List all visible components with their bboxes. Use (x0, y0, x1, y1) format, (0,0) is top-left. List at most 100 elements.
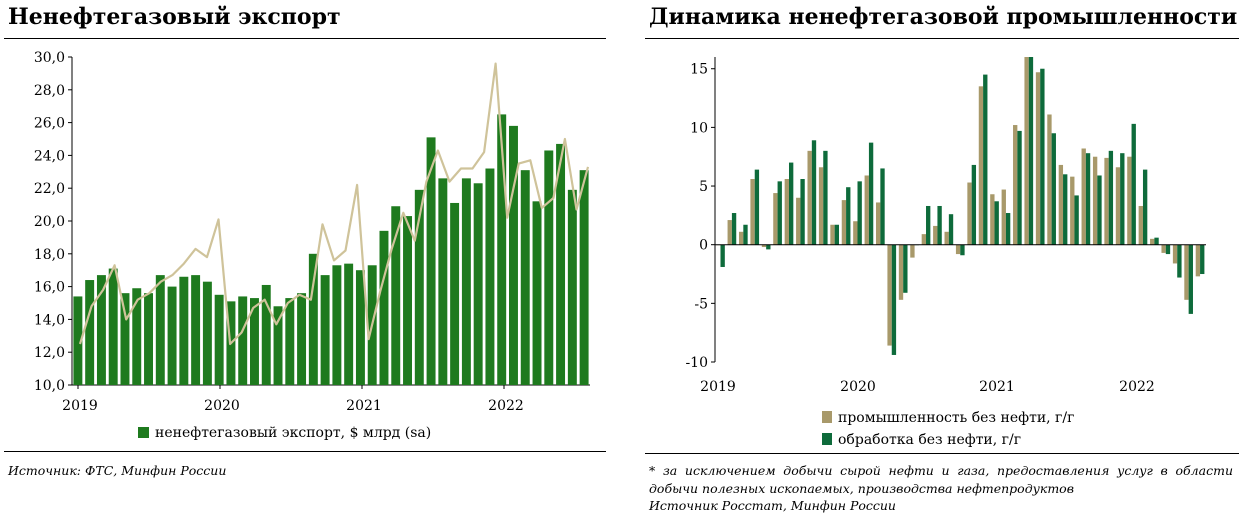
right-bar-manufacturing (800, 179, 805, 245)
left-chart: 10,0 12,0 14,0 16,0 18,0 20,0 22,0 24,0 26,0 28,0… (34, 50, 590, 441)
right-bar-manufacturing (1142, 169, 1148, 245)
right-bar-industry (738, 231, 744, 245)
right-bar-manufacturing (1085, 153, 1091, 245)
left-bar (308, 253, 318, 385)
left-bar (567, 189, 577, 385)
right-bar-industry (1195, 244, 1201, 277)
right-bar-manufacturing (754, 169, 760, 245)
right-title-rule (645, 38, 1239, 39)
right-bar-industry (1172, 244, 1178, 264)
left-bar (285, 298, 295, 385)
left-bar (120, 293, 130, 385)
left-bar (344, 263, 354, 385)
left-bar (355, 270, 365, 385)
left-title-rule (4, 38, 606, 39)
right-y-tick-label: -5 (694, 296, 708, 312)
right-bar-industry (933, 225, 938, 245)
right-bar-manufacturing (823, 150, 828, 245)
right-bar-manufacturing (720, 244, 725, 267)
right-x-tick-label: 2020 (840, 379, 876, 395)
left-bar (179, 276, 189, 385)
right-bar-manufacturing (1120, 153, 1125, 245)
right-bar-manufacturing (1200, 244, 1205, 275)
right-y-tick-label: 15 (690, 62, 708, 78)
right-bar-industry (978, 86, 984, 245)
left-bar (450, 202, 460, 385)
right-bar-manufacturing (1131, 123, 1136, 245)
left-y-tick-label: 30,0 (34, 50, 65, 66)
right-bar-industry (910, 244, 915, 258)
left-bar (532, 201, 542, 385)
right-legend-swatch-industry (822, 411, 832, 423)
left-bar (497, 114, 507, 386)
left-bar (391, 206, 401, 385)
right-bar-manufacturing (1165, 244, 1171, 255)
left-bar (73, 296, 83, 385)
left-bar (214, 294, 224, 385)
left-bar (155, 275, 165, 385)
right-bar-industry (1161, 244, 1166, 253)
right-bar-industry (807, 150, 812, 245)
right-bar-industry (727, 220, 732, 245)
right-bar-industry (944, 231, 949, 245)
left-bar (144, 293, 153, 385)
right-bar-industry (898, 244, 904, 300)
right-bottom-rule (645, 453, 1239, 454)
right-bar-industry (853, 221, 858, 245)
right-bar-manufacturing (994, 201, 999, 245)
right-bar-industry (750, 179, 755, 245)
left-bar (85, 280, 95, 385)
right-bar-manufacturing (971, 164, 977, 245)
right-bar-industry (967, 182, 972, 245)
left-legend-label: ненефтегазовый экспорт, $ млрд (sa) (155, 425, 431, 441)
right-bar-industry (1001, 189, 1006, 245)
right-footnote: * за исключением добычи сырой нефти и га… (649, 463, 1233, 496)
right-bar-industry (818, 167, 824, 245)
left-bar (261, 284, 271, 385)
right-bar-industry (830, 224, 835, 245)
right-bar-industry (773, 193, 778, 245)
left-y-tick-label: 10,0 (34, 378, 65, 394)
right-bar-manufacturing (788, 162, 794, 245)
right-bar-manufacturing (1040, 68, 1045, 245)
right-bar-industry (1024, 57, 1029, 245)
right-bar-manufacturing (834, 224, 840, 245)
right-bar-industry (1058, 164, 1064, 245)
right-bar-industry (990, 194, 995, 245)
right-y-tick-label: 0 (699, 238, 708, 254)
right-bar-industry (761, 244, 767, 248)
left-bar (473, 183, 483, 385)
left-bar (297, 293, 307, 385)
left-bar (108, 268, 118, 385)
right-bar-industry (1081, 148, 1086, 245)
right-bar-manufacturing (948, 214, 954, 245)
right-y-tick-label: 10 (690, 120, 708, 136)
left-bar (191, 275, 201, 385)
left-bar (167, 286, 177, 385)
left-bar (579, 170, 589, 385)
left-y-tick-label: 24,0 (34, 148, 65, 164)
right-bar-manufacturing (857, 181, 862, 245)
right-bar-industry (1070, 176, 1075, 245)
left-chart-title: Ненефтегазовый экспорт (8, 4, 341, 30)
left-bar (332, 265, 342, 385)
right-legend-swatch-manufacturing (822, 433, 832, 445)
right-bar-industry (1184, 244, 1189, 300)
left-bar (509, 125, 518, 385)
right-bar-industry (1092, 156, 1098, 245)
right-bar-manufacturing (1051, 133, 1056, 245)
right-bar-industry (784, 179, 789, 245)
left-bar (320, 275, 330, 385)
left-bar (544, 150, 554, 385)
right-bar-manufacturing (1005, 213, 1011, 245)
right-x-tick-label: 2019 (700, 379, 736, 395)
left-legend-swatch (138, 427, 149, 438)
right-source-note: Источник Росстат, Минфин России (649, 498, 896, 513)
right-bar-industry (1013, 125, 1018, 245)
right-bar-manufacturing (937, 205, 942, 245)
right-bar-manufacturing (1188, 244, 1193, 314)
left-x-tick-label: 2022 (488, 398, 524, 414)
left-y-tick-label: 12,0 (34, 345, 65, 361)
left-y-tick-label: 22,0 (34, 181, 65, 197)
right-bar-manufacturing (926, 205, 931, 245)
